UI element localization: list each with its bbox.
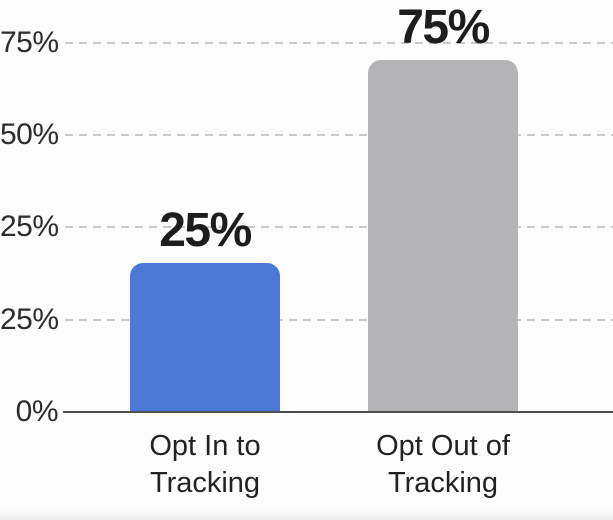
- y-tick-label-2: 25%: [0, 210, 59, 243]
- gridline-75pct-0: [65, 42, 613, 44]
- category-label-opt-out-of-tracking-line-1: Opt Out of: [376, 430, 510, 462]
- category-label-opt-in-to-tracking-line-1: Opt In to: [149, 430, 261, 462]
- gridline-50pct-1: [65, 134, 613, 136]
- gridline-25pct-2: [65, 226, 613, 228]
- y-tick-label-3: 25%: [0, 303, 59, 336]
- y-tick-label-0: 75%: [0, 26, 59, 59]
- category-label-opt-in-to-tracking-line-2: Tracking: [149, 467, 261, 499]
- page-bottom-shadow: [0, 510, 613, 520]
- category-label-opt-out-of-tracking: Opt Out of Tracking: [323, 428, 563, 502]
- data-label-opt-in-to-tracking: 25%: [159, 204, 252, 257]
- x-axis-line: [63, 411, 613, 413]
- y-tick-label-4: 0%: [15, 395, 59, 428]
- bar-opt-out-of-tracking: [368, 60, 518, 412]
- bar-opt-in-to-tracking: [130, 263, 280, 412]
- y-tick-label-1: 50%: [0, 118, 59, 151]
- gridline-25pct-3: [65, 319, 613, 321]
- category-label-opt-out-of-tracking-line-2: Tracking: [387, 467, 499, 499]
- data-label-opt-out-of-tracking: 75%: [397, 1, 490, 54]
- category-label-opt-in-to-tracking: Opt In to Tracking: [85, 428, 325, 502]
